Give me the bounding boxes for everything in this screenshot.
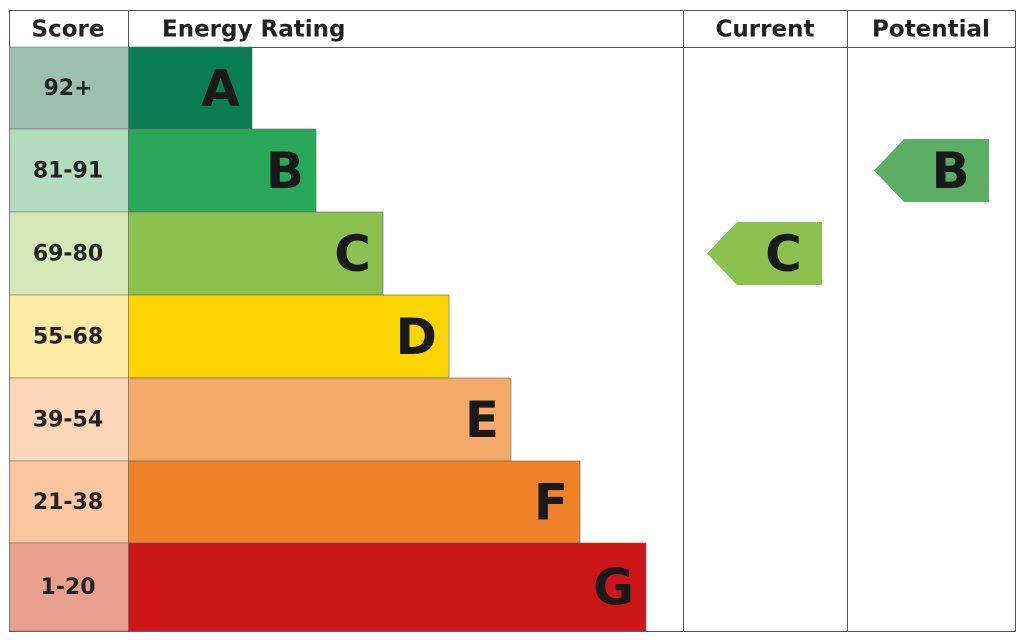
score-label: 69-80 — [33, 242, 103, 267]
current-arrow — [707, 222, 822, 285]
rating-bar — [128, 542, 647, 632]
rating-letter: D — [395, 308, 437, 366]
current-letter: C — [765, 225, 802, 283]
potential-arrow — [874, 139, 989, 202]
rating-bar — [128, 46, 253, 130]
score-cell — [9, 460, 129, 544]
score-label: 21-38 — [33, 490, 103, 515]
rating-letter: E — [465, 391, 499, 449]
score-cell — [9, 128, 129, 213]
score-label: 92+ — [43, 76, 92, 101]
score-cell — [9, 211, 129, 296]
rating-bar — [128, 377, 512, 462]
score-label: 1-20 — [40, 575, 95, 600]
header-rating: Energy Rating — [162, 17, 345, 43]
score-label: 55-68 — [33, 325, 103, 350]
rating-bar — [128, 460, 581, 544]
rating-letter: B — [266, 142, 304, 200]
score-label: 81-91 — [33, 159, 103, 184]
header-current: Current — [716, 17, 815, 43]
rating-letter: F — [534, 474, 568, 532]
rating-bar — [128, 294, 450, 379]
header-score: Score — [32, 17, 105, 43]
rating-bar — [128, 211, 384, 296]
rating-letter: G — [593, 559, 634, 617]
header-potential: Potential — [872, 17, 990, 43]
rating-bar — [128, 128, 317, 213]
potential-letter: B — [931, 142, 969, 200]
score-cell — [9, 377, 129, 462]
rating-letter: C — [334, 225, 371, 283]
rating-letter: A — [201, 60, 240, 118]
score-cell — [9, 542, 129, 632]
score-label: 39-54 — [33, 408, 103, 433]
